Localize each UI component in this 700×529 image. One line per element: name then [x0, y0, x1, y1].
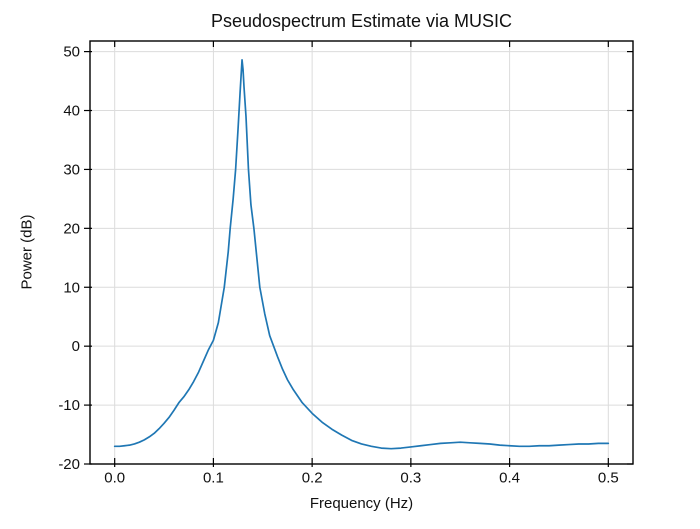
y-tick-label: 50 — [63, 44, 80, 61]
x-tick-label: 0.5 — [598, 469, 619, 486]
x-tick-label: 0.4 — [499, 469, 520, 486]
x-axis-label: Frequency (Hz) — [309, 495, 414, 512]
y-tick-label: 20 — [63, 220, 80, 237]
y-tick-label: -20 — [58, 456, 80, 473]
chart-title: Pseudospectrum Estimate via MUSIC — [210, 11, 513, 31]
series-line — [113, 59, 610, 450]
y-tick-label: 30 — [63, 161, 80, 178]
x-tick-label: 0.3 — [400, 469, 421, 486]
y-tick-label: 0 — [72, 338, 80, 355]
y-axis-label: Power (dB) — [18, 214, 36, 290]
y-tick-label: 40 — [63, 103, 80, 120]
x-tick-label: 0.1 — [203, 469, 224, 486]
y-tick-label: 10 — [63, 279, 80, 296]
y-tick-label: -10 — [58, 397, 80, 414]
x-tick-label: 0.0 — [104, 469, 125, 486]
x-tick-label: 0.2 — [302, 469, 323, 486]
plot-border — [89, 40, 634, 465]
